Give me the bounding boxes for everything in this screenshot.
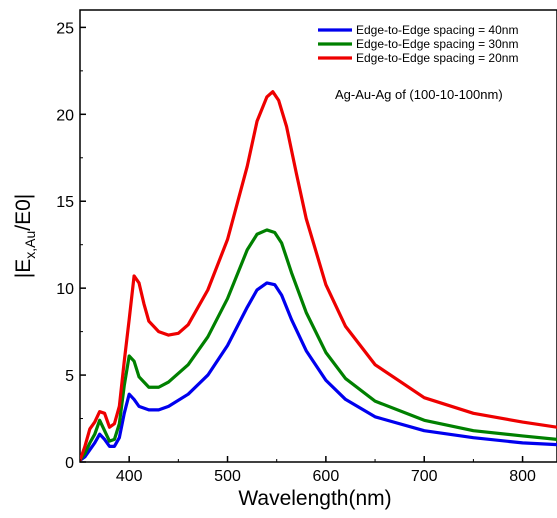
y-tick-label-25: 25 (56, 20, 74, 37)
legend-label-1: Edge-to-Edge spacing = 40nm (356, 23, 518, 37)
y-axis-title: |Ex,Au/E0| (12, 194, 38, 278)
y-tick-label-15: 15 (56, 194, 74, 211)
series-layer (80, 90, 557, 462)
plot-frame (79, 9, 557, 463)
x-tick-label-800: 800 (509, 468, 536, 485)
series-line-2 (80, 228, 557, 462)
legend: Edge-to-Edge spacing = 40nmEdge-to-Edge … (318, 23, 518, 65)
x-tick-label-700: 700 (411, 468, 438, 485)
axis-layer: 400 500 600 700 800 0 5 10 15 20 25 (56, 20, 536, 485)
y-axis-title-main: |E (12, 259, 35, 278)
legend-label-2: Edge-to-Edge spacing = 30nm (356, 37, 518, 51)
x-tick-label-400: 400 (116, 468, 143, 485)
x-tick-label-600: 600 (313, 468, 340, 485)
y-tick-label-0: 0 (65, 455, 74, 472)
y-axis-title-sub: x,Au (22, 231, 38, 259)
series-line-3 (80, 90, 557, 462)
x-tick-label-500: 500 (214, 468, 241, 485)
y-tick-label-20: 20 (56, 107, 74, 124)
y-tick-label-5: 5 (65, 368, 74, 385)
y-axis-title-tail: /E0| (12, 194, 35, 231)
annotation-label: Ag-Au-Ag of (100-10-100nm) (335, 87, 503, 102)
legend-label-3: Edge-to-Edge spacing = 20nm (356, 51, 518, 65)
series-line-1 (80, 281, 557, 462)
y-tick-label-10: 10 (56, 281, 74, 298)
x-axis-title: Wavelength(nm) (238, 487, 391, 510)
